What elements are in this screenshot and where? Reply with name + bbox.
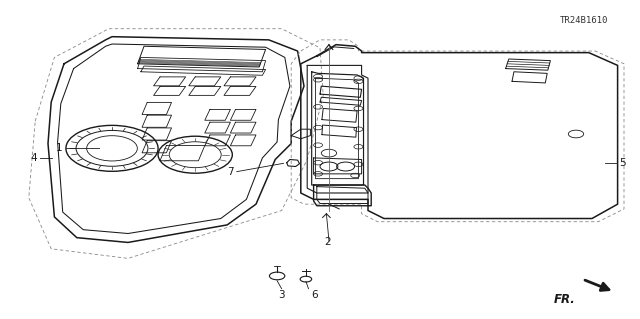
Text: TR24B1610: TR24B1610: [559, 16, 608, 25]
Text: 2: 2: [324, 237, 331, 247]
Text: 5: 5: [620, 158, 626, 168]
Text: 4: 4: [31, 153, 37, 163]
Text: FR.: FR.: [554, 293, 576, 306]
Text: 6: 6: [312, 290, 318, 300]
Text: 7: 7: [227, 167, 234, 177]
Text: 1: 1: [56, 143, 63, 153]
Text: 3: 3: [278, 290, 285, 300]
